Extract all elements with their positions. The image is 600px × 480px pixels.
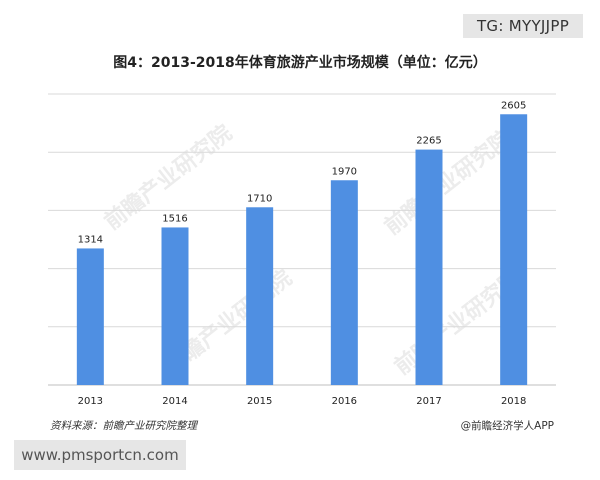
data-label: 1516: [162, 213, 187, 224]
url-banner: www.pmsportcn.com: [14, 440, 186, 470]
bar: [415, 149, 443, 385]
bar: [330, 180, 358, 385]
x-tick-label: 2016: [332, 396, 357, 407]
bar: [76, 248, 104, 385]
x-tick-label: 2017: [416, 396, 441, 407]
data-label: 1970: [332, 166, 357, 177]
x-tick-label: 2015: [247, 396, 272, 407]
x-tick-label: 2014: [162, 396, 187, 407]
chart-title: 图4：2013-2018年体育旅游产业市场规模（单位：亿元）: [113, 55, 487, 71]
x-tick-label: 2018: [501, 396, 526, 407]
data-label: 2265: [416, 136, 441, 147]
bar: [246, 207, 274, 385]
bar: [500, 114, 528, 385]
data-label: 1710: [247, 193, 272, 204]
brand-credit: @前瞻经济学人APP: [460, 420, 554, 432]
bar: [161, 227, 189, 385]
source-note: 资料来源：前瞻产业研究院整理: [50, 420, 197, 432]
data-label: 1314: [78, 234, 103, 245]
tg-badge: TG: MYYJJPP: [463, 14, 583, 38]
data-label: 2605: [501, 100, 526, 111]
x-tick-label: 2013: [78, 396, 103, 407]
